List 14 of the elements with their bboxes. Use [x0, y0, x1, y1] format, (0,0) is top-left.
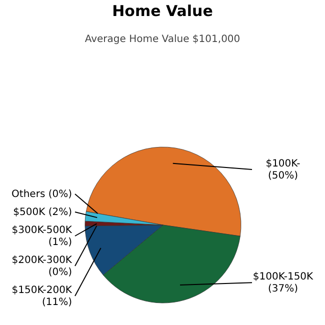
text: (0%) [48, 267, 72, 278]
data-label: (37%) [268, 284, 298, 295]
slice-label: $150K-200K [12, 285, 72, 296]
chart-subtitle: Average Home Value $101,000 [84, 34, 242, 45]
data-label: (50%) [268, 170, 298, 182]
data-label: (11%) [42, 297, 72, 308]
category-label: Others (0%) [12, 189, 72, 200]
slice-label: $100K- [266, 158, 301, 170]
data-label: (1%) [48, 237, 72, 248]
chart-title: Home Value [111, 2, 214, 20]
slice-label: $100K-150K [252, 272, 314, 283]
category-label: $200K-300K [12, 255, 72, 266]
slice-label: $500K (2%) [13, 207, 72, 218]
slice-label: $300K-500K [12, 225, 72, 236]
